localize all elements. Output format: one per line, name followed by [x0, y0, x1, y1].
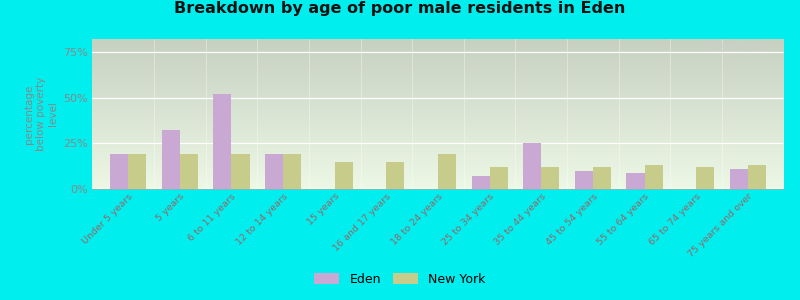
- Bar: [523, 143, 542, 189]
- Bar: [645, 165, 662, 189]
- Bar: [542, 167, 559, 189]
- Bar: [471, 176, 490, 189]
- Y-axis label: percentage
below poverty
level: percentage below poverty level: [24, 77, 58, 151]
- Bar: [575, 171, 593, 189]
- Bar: [730, 169, 748, 189]
- Bar: [334, 162, 353, 189]
- Legend: Eden, New York: Eden, New York: [310, 268, 490, 291]
- Bar: [696, 167, 714, 189]
- Bar: [110, 154, 128, 189]
- Bar: [490, 167, 508, 189]
- Bar: [438, 154, 456, 189]
- Bar: [231, 154, 250, 189]
- Bar: [214, 94, 231, 189]
- Bar: [162, 130, 180, 189]
- Bar: [748, 165, 766, 189]
- Bar: [593, 167, 611, 189]
- Text: Breakdown by age of poor male residents in Eden: Breakdown by age of poor male residents …: [174, 2, 626, 16]
- Bar: [626, 172, 645, 189]
- Bar: [265, 154, 283, 189]
- Bar: [283, 154, 301, 189]
- Bar: [386, 162, 405, 189]
- Text: City-Data.com: City-Data.com: [710, 44, 774, 52]
- Bar: [128, 154, 146, 189]
- Bar: [180, 154, 198, 189]
